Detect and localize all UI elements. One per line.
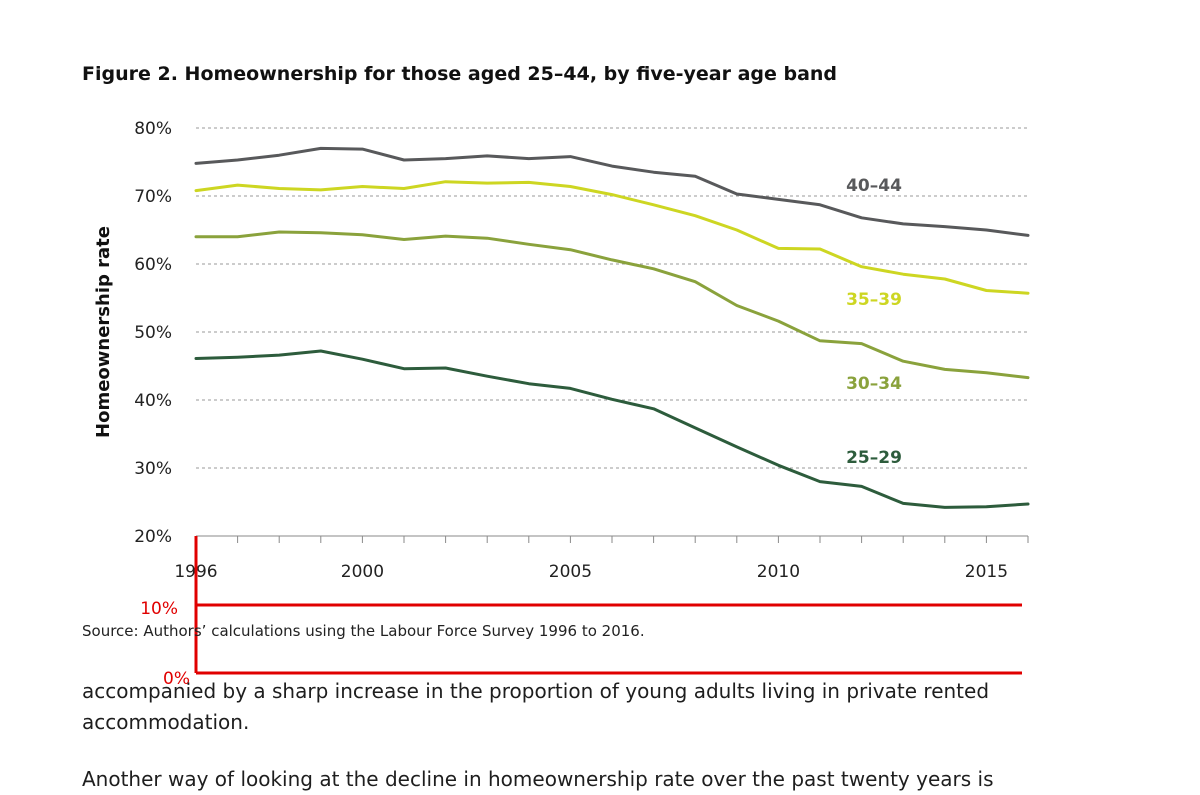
y-tick-label: 20% <box>134 527 172 547</box>
gridlines <box>196 127 1028 469</box>
series-label: 25–29 <box>846 448 902 468</box>
series-line <box>194 230 1030 380</box>
series-label: 30–34 <box>846 374 902 394</box>
body-paragraph-line: accompanied by a sharp increase in the p… <box>82 679 990 703</box>
x-tick-label: 2005 <box>549 562 592 582</box>
series-line <box>194 146 1030 237</box>
y-tick-label: 80% <box>134 119 172 139</box>
red-overlay: 10% 0% <box>140 536 1022 689</box>
series-line <box>194 349 1030 509</box>
y-axis-label: Homeownership rate <box>93 226 114 438</box>
y-tick-label: 40% <box>134 391 172 411</box>
y-tick-label: 50% <box>134 323 172 343</box>
series-labels: 40–44 35–39 30–34 25–29 <box>846 176 902 468</box>
chart-title: Figure 2. Homeownership for those aged 2… <box>82 63 837 85</box>
y-tick-label: 60% <box>134 255 172 275</box>
body-paragraph-line: accommodation. <box>82 710 250 734</box>
overlay-label-10: 10% <box>140 599 178 619</box>
body-paragraph-partial: Another way of looking at the decline in… <box>82 767 994 791</box>
series-label: 40–44 <box>846 176 902 196</box>
series-label: 35–39 <box>846 290 902 310</box>
series-line <box>194 180 1030 295</box>
body-paragraph: accompanied by a sharp increase in the p… <box>82 676 989 738</box>
x-tick-label: 2000 <box>341 562 384 582</box>
series-lines <box>194 146 1030 509</box>
y-tick-label: 30% <box>134 459 172 479</box>
x-axis: 19962000200520102015 <box>174 535 1029 582</box>
x-tick-label: 2015 <box>965 562 1008 582</box>
y-tick-label: 70% <box>134 187 172 207</box>
x-tick-label: 2010 <box>757 562 800 582</box>
overlay-label-0: 0% <box>163 669 190 689</box>
y-tick-labels: 20% 30% 40% 50% 60% 70% 80% <box>134 119 172 547</box>
chart-source: Source: Authors’ calculations using the … <box>82 622 645 640</box>
